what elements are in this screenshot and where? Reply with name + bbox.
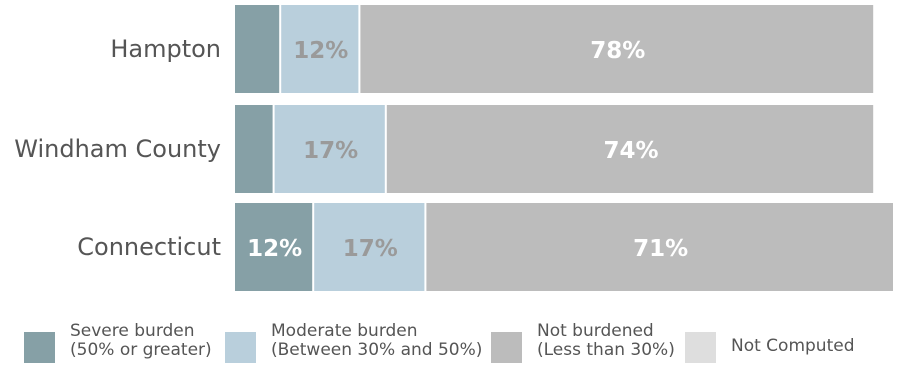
bar-connecticut-series-2 xyxy=(426,203,893,291)
legend-swatch-severe xyxy=(24,332,55,363)
legend-label-not-computed: Not Computed xyxy=(731,336,855,356)
bar-connecticut-series-1 xyxy=(314,203,425,291)
stacked-bar-chart: Hampton 12% 78% Windham County 17% 74% Connect… xyxy=(14,5,893,291)
data-label-hampton-series-2: 78% xyxy=(590,38,645,64)
legend-item-moderate: Moderate burden (Between 30% and 50%) xyxy=(225,322,482,363)
data-label-hampton-series-1: 12% xyxy=(293,38,348,64)
legend-item-not-burdened: Not burdened (Less than 30%) xyxy=(491,322,675,363)
bar-windham-county-series-1 xyxy=(274,105,385,193)
legend-item-not-computed: Not Computed xyxy=(685,322,855,363)
legend-swatch-moderate xyxy=(225,332,256,363)
bar-hampton-series-2 xyxy=(360,5,874,93)
legend-swatch-not-burdened xyxy=(491,332,522,363)
data-label-connecticut-series-2: 71% xyxy=(633,236,688,262)
legend-label-severe: Severe burden (50% or greater) xyxy=(70,321,212,360)
category-label-windham-county: Windham County xyxy=(14,135,221,163)
legend-item-severe: Severe burden (50% or greater) xyxy=(24,322,212,363)
bar-hampton-series-0 xyxy=(235,5,280,93)
data-label-windham-county-series-2: 74% xyxy=(603,138,658,164)
legend-label-moderate: Moderate burden (Between 30% and 50%) xyxy=(271,321,483,360)
legend-label-not-burdened: Not burdened (Less than 30%) xyxy=(537,321,675,360)
data-label-windham-county-series-1: 17% xyxy=(303,138,358,164)
data-label-connecticut-series-0: 12% xyxy=(247,236,302,262)
category-label-connecticut: Connecticut xyxy=(77,233,221,261)
category-label-hampton: Hampton xyxy=(110,35,221,63)
bar-hampton-series-1 xyxy=(281,5,359,93)
bar-windham-county-series-0 xyxy=(235,105,273,193)
legend: Severe burden (50% or greater) Moderate … xyxy=(0,322,899,368)
bar-connecticut-series-0 xyxy=(235,203,313,291)
bar-windham-county-series-2 xyxy=(386,105,874,193)
legend-swatch-not-computed xyxy=(685,332,716,363)
data-label-connecticut-series-1: 17% xyxy=(343,236,398,262)
